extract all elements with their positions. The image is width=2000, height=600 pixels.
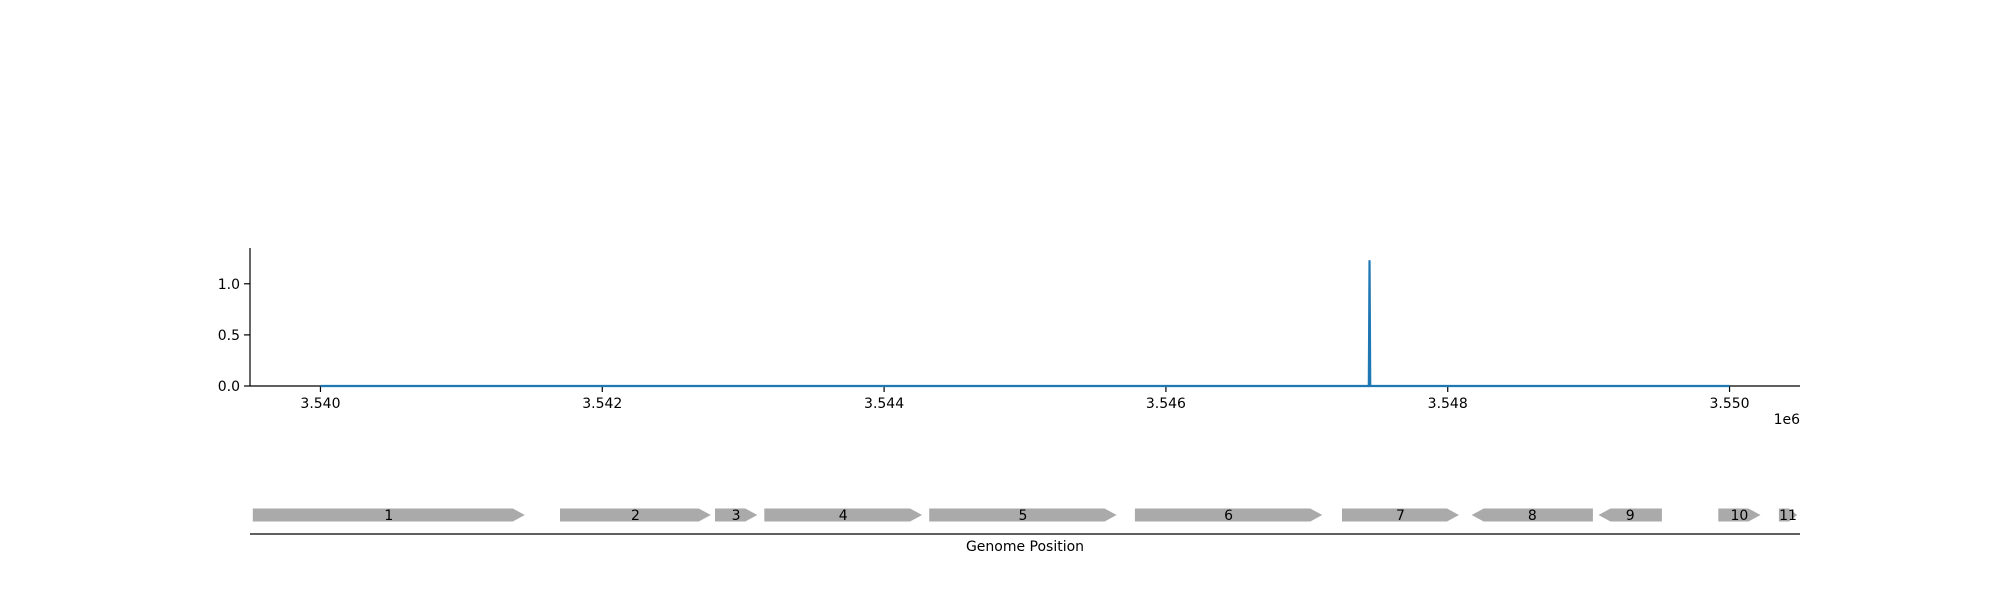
y-tick-label: 0.0	[218, 379, 240, 395]
signal-plot: 0.0 0.5 1.0 3.540 3.542 3.544 3.546 3.548 3.550…	[218, 248, 1800, 428]
x-tick-label: 3.540	[300, 396, 340, 412]
gene-arrow-2	[560, 508, 711, 522]
gene-label-9: 9	[1626, 508, 1635, 524]
gene-label-10: 10	[1730, 508, 1748, 524]
gene-arrows: 1 2 3 4 5 6 7 8 9 10 11	[252, 508, 1798, 524]
gene-arrow-7	[1342, 508, 1459, 522]
gene-label-8: 8	[1528, 508, 1537, 524]
x-tick-label: 3.546	[1146, 396, 1186, 412]
x-axis-offset-label: 1e6	[1774, 412, 1801, 428]
gene-track-xlabel: Genome Position	[966, 539, 1084, 555]
gene-label-7: 7	[1396, 508, 1405, 524]
x-axis-ticks: 3.540 3.542 3.544 3.546 3.548 3.550	[300, 386, 1750, 412]
gene-label-2: 2	[631, 508, 640, 524]
x-tick-label: 3.542	[582, 396, 622, 412]
x-tick-label: 3.550	[1709, 396, 1749, 412]
gene-label-11: 11	[1779, 508, 1797, 524]
gene-arrow-1	[252, 508, 525, 522]
y-tick-label: 1.0	[218, 277, 240, 293]
signal-series-line	[320, 260, 1730, 388]
x-tick-label: 3.544	[864, 396, 904, 412]
y-axis-ticks: 0.0 0.5 1.0	[218, 277, 250, 395]
gene-label-6: 6	[1224, 508, 1233, 524]
gene-label-4: 4	[839, 508, 848, 524]
gene-arrow-4	[764, 508, 923, 522]
gene-arrow-10	[1718, 508, 1761, 522]
y-tick-label: 0.5	[218, 328, 240, 344]
gene-track: 1 2 3 4 5 6 7 8 9 10 11 Genome Position	[250, 508, 1800, 555]
gene-arrow-9	[1598, 508, 1662, 522]
x-tick-label: 3.548	[1428, 396, 1468, 412]
gene-arrow-5	[929, 508, 1117, 522]
gene-label-3: 3	[732, 508, 741, 524]
gene-label-5: 5	[1018, 508, 1027, 524]
gene-label-1: 1	[384, 508, 393, 524]
gene-arrow-11	[1778, 508, 1798, 522]
gene-arrow-8	[1471, 508, 1593, 522]
gene-arrow-3	[715, 508, 758, 522]
gene-arrow-6	[1134, 508, 1323, 522]
